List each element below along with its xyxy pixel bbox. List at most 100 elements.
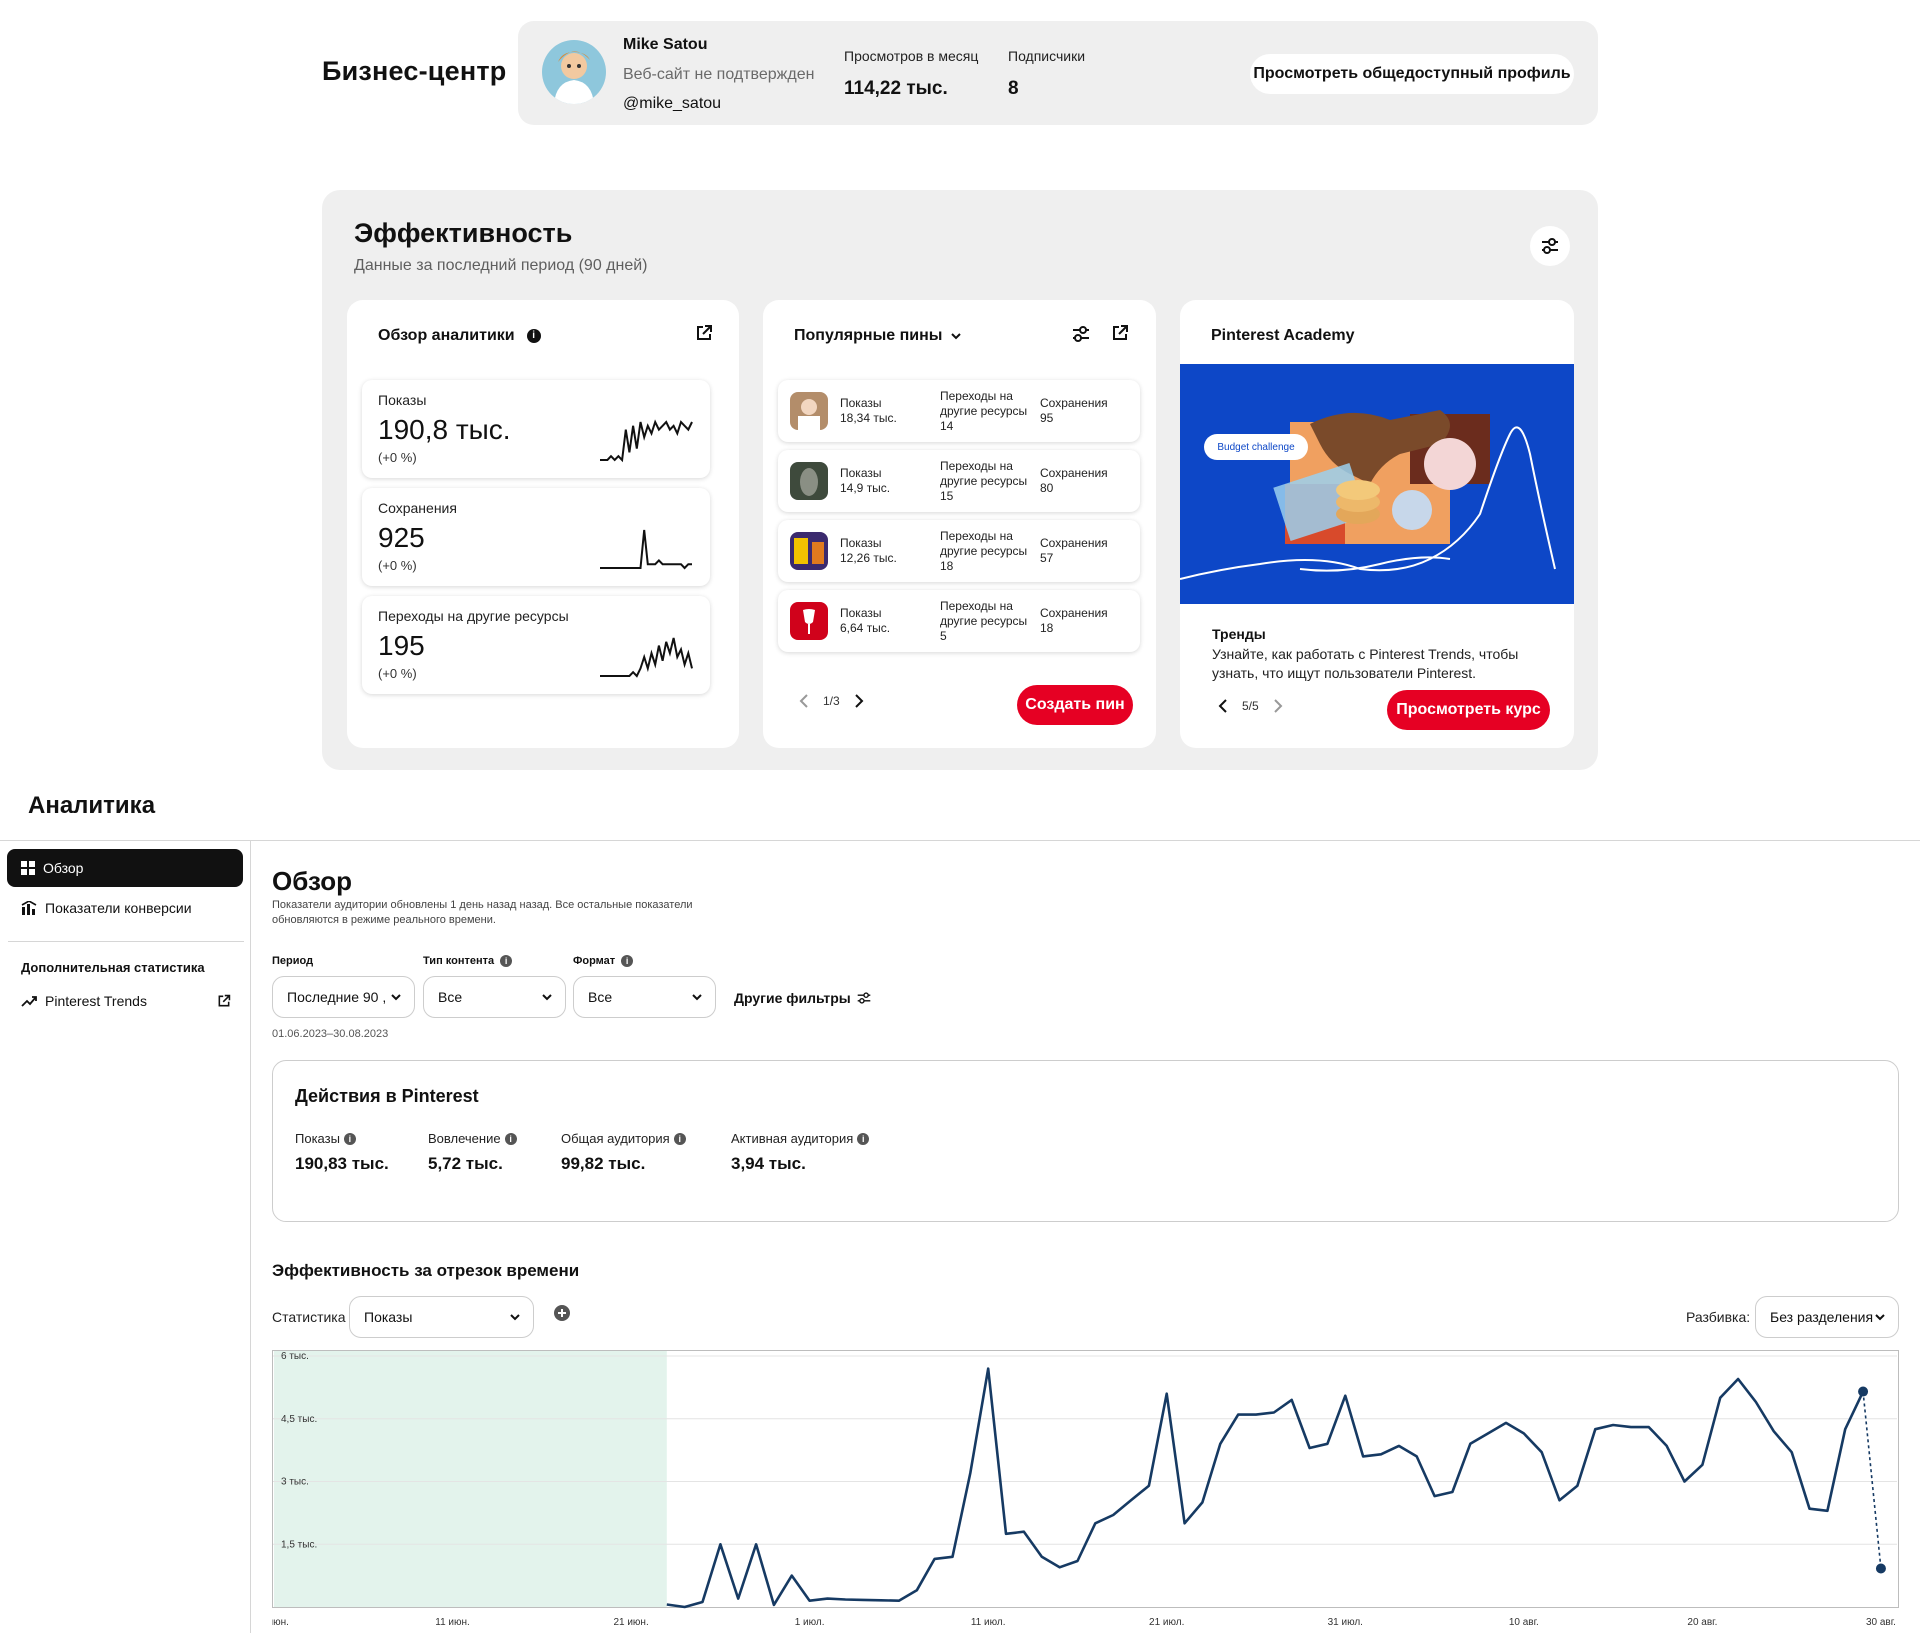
performance-panel: Эффективность Данные за последний период… <box>322 190 1598 770</box>
saves-label: Сохранения <box>1040 536 1108 550</box>
x-tick-label: 20 авг. <box>1687 1617 1717 1628</box>
info-icon[interactable]: i <box>343 1132 356 1145</box>
impressions-chart-svg: 1,5 тыс. 3 тыс. 4,5 тыс. 6 тыс. 1 июн. 11 июн… <box>272 1350 1899 1628</box>
content-type-value: Все <box>438 989 463 1005</box>
academy-card: Pinterest Academy Budget challenge Тренд… <box>1180 300 1574 748</box>
info-icon[interactable]: i <box>504 1132 517 1145</box>
metric-change: (+0 %) <box>378 558 417 573</box>
content-type-select[interactable]: Все <box>423 976 566 1018</box>
breakdown-select[interactable]: Без разделения <box>1755 1296 1899 1338</box>
pin-row[interactable]: Показы 18,34 тыс. Переходы на другие ресу… <box>778 380 1140 442</box>
pin-row[interactable]: Показы 14,9 тыс. Переходы на другие ресур… <box>778 450 1140 512</box>
info-icon[interactable]: i <box>857 1132 870 1145</box>
performance-subtitle: Данные за последний период (90 дней) <box>354 257 648 274</box>
pin-clicks: Переходы на другие ресурсы 5 <box>940 599 1030 644</box>
pin-row[interactable]: Показы 12,26 тыс. Переходы на другие ресу… <box>778 520 1140 582</box>
pinterest-actions-box: Действия в Pinterest Показы i 190,83 тыс.… <box>272 1060 1899 1222</box>
academy-title: Pinterest Academy <box>1211 327 1355 344</box>
impressions-value: 6,64 тыс. <box>840 621 891 635</box>
x-tick-label: 1 июл. <box>795 1617 825 1628</box>
clicks-label: Переходы на другие ресурсы <box>940 599 1028 628</box>
sidebar-item-label: Обзор <box>43 860 84 876</box>
metric-value: 195 <box>378 630 425 661</box>
pin-clicks: Переходы на другие ресурсы 14 <box>940 389 1030 434</box>
period-select[interactable]: Последние 90 , <box>272 976 415 1018</box>
pin-thumbnail <box>790 602 828 640</box>
sidebar-item-overview[interactable]: Обзор <box>7 849 243 887</box>
highlight-band <box>274 1351 667 1607</box>
chevron-down-icon <box>542 994 552 1001</box>
info-icon[interactable]: i <box>526 329 541 343</box>
data-point[interactable] <box>1875 1563 1886 1574</box>
stat-label: Активная аудитория <box>731 1131 854 1146</box>
chevron-right-icon[interactable] <box>854 693 864 709</box>
add-metric-icon[interactable] <box>554 1305 570 1321</box>
avatar[interactable] <box>542 40 606 104</box>
sidebar-item-conversion[interactable]: Показатели конверсии <box>7 889 243 927</box>
other-filters-button[interactable]: Другие фильтры <box>734 990 871 1006</box>
content-type-label: Тип контента i <box>423 955 513 967</box>
budget-illustration <box>1180 410 1556 580</box>
content-type-label-text: Тип контента <box>423 955 495 967</box>
format-label: Формат i <box>573 955 634 967</box>
clicks-value: 15 <box>940 489 954 503</box>
saves-value: 80 <box>1040 481 1054 495</box>
popular-pins-dropdown[interactable]: Популярные пины <box>794 327 962 345</box>
impressions-label: Показы <box>840 396 882 410</box>
academy-banner[interactable]: Budget challenge <box>1180 364 1574 604</box>
external-link-icon[interactable] <box>1111 324 1129 342</box>
pin-clicks: Переходы на другие ресурсы 18 <box>940 529 1030 574</box>
chevron-left-icon[interactable] <box>799 693 809 709</box>
x-tick-label: 10 авг. <box>1509 1617 1539 1628</box>
pin-saves: Сохранения 18 <box>1040 606 1108 636</box>
saves-sparkline <box>600 529 692 570</box>
metric-saves[interactable]: Сохранения 925 (+0 %) <box>362 488 710 586</box>
trend-icon <box>21 996 37 1007</box>
y-tick-label: 1,5 тыс. <box>281 1539 317 1550</box>
pin-row[interactable]: Показы 6,64 тыс. Переходы на другие ресур… <box>778 590 1140 652</box>
create-pin-button[interactable]: Создать пин <box>1017 685 1133 725</box>
sidebar-item-pinterest-trends[interactable]: Pinterest Trends <box>7 982 231 1020</box>
data-point[interactable] <box>1858 1386 1869 1397</box>
view-course-button[interactable]: Просмотреть курс <box>1387 690 1550 730</box>
overview-title: Обзор <box>272 866 352 896</box>
format-value: Все <box>588 989 613 1005</box>
statistic-select[interactable]: Показы <box>349 1296 534 1338</box>
view-public-profile-button[interactable]: Просмотреть общедоступный профиль <box>1250 54 1574 94</box>
metric-label: Показы <box>378 392 427 408</box>
analytics-title: Аналитика <box>28 792 156 819</box>
sliders-icon[interactable] <box>1071 324 1091 344</box>
chevron-down-icon <box>510 1314 520 1321</box>
conversion-icon <box>21 901 37 915</box>
academy-heading: Тренды <box>1212 626 1266 642</box>
info-icon[interactable]: i <box>621 955 634 967</box>
chevron-right-icon[interactable] <box>1273 698 1283 714</box>
banner-tag: Budget challenge <box>1217 441 1295 453</box>
sidebar-item-label: Pinterest Trends <box>45 993 147 1009</box>
overview-note: Показатели аудитории обновлены 1 день на… <box>272 899 693 926</box>
chevron-down-icon <box>391 994 401 1001</box>
format-select[interactable]: Все <box>573 976 716 1018</box>
website-status: Веб-сайт не подтвержден <box>623 66 815 83</box>
info-icon[interactable]: i <box>500 955 513 967</box>
metric-value: 925 <box>378 522 425 553</box>
pager-text: 5/5 <box>1242 699 1259 713</box>
pin-thumbnail <box>790 392 828 430</box>
analytics-overview-label: Обзор аналитики <box>378 327 515 344</box>
saves-label: Сохранения <box>1040 606 1108 620</box>
chevron-left-icon[interactable] <box>1218 698 1228 714</box>
info-icon[interactable]: i <box>673 1132 686 1145</box>
pin-impressions: Показы 18,34 тыс. <box>840 396 897 426</box>
performance-settings-button[interactable] <box>1530 226 1570 266</box>
metric-impressions[interactable]: Показы 190,8 тыс. (+0 %) <box>362 380 710 478</box>
sidebar-item-label: Показатели конверсии <box>45 900 192 916</box>
x-tick-label: 11 июл. <box>971 1617 1006 1628</box>
metric-outbound-clicks[interactable]: Переходы на другие ресурсы 195 (+0 %) <box>362 596 710 694</box>
metric-change: (+0 %) <box>378 450 417 465</box>
y-tick-label: 4,5 тыс. <box>281 1414 317 1425</box>
projected-segment <box>1862 1391 1882 1569</box>
stat-label: Общая аудитория <box>561 1131 670 1146</box>
stat-engagement: Вовлечение i 5,72 тыс. <box>428 1131 517 1174</box>
external-link-icon[interactable] <box>695 324 713 342</box>
pin-clicks: Переходы на другие ресурсы 15 <box>940 459 1030 504</box>
